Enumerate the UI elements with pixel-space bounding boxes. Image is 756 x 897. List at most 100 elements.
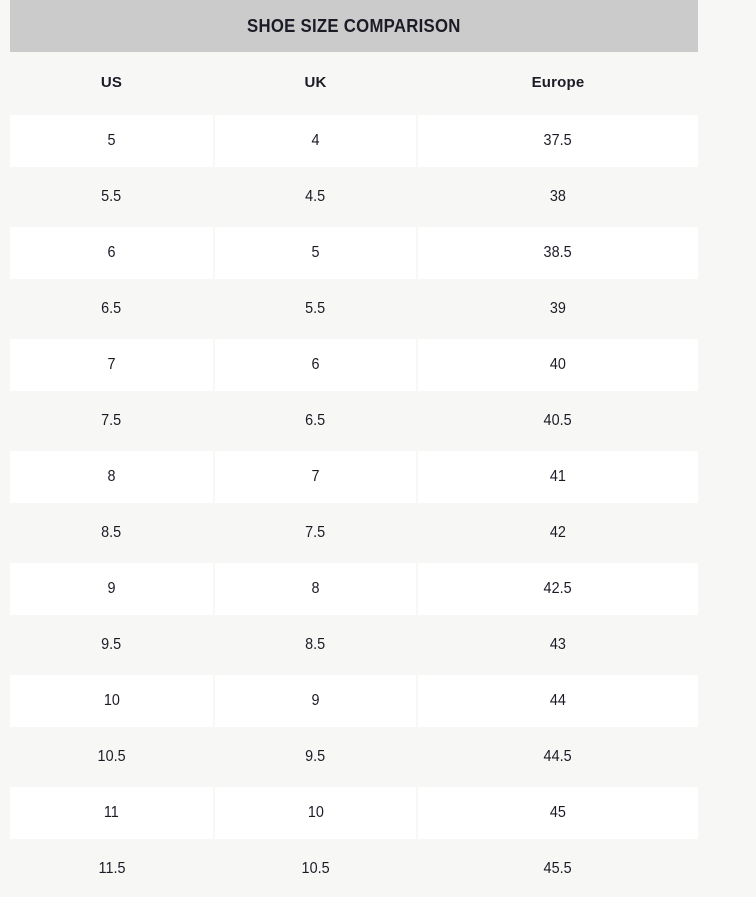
table-cell: 11 bbox=[10, 787, 213, 839]
table-cell: 11.5 bbox=[10, 843, 213, 895]
table-cell: 9 bbox=[215, 675, 416, 727]
table-cell: 6.5 bbox=[10, 283, 213, 335]
cell-value: 5.5 bbox=[101, 188, 122, 205]
table-cell: 6 bbox=[215, 339, 416, 391]
table-cell: 4.5 bbox=[215, 171, 416, 223]
table-cell: 45.5 bbox=[418, 843, 698, 895]
cell-value: 9 bbox=[107, 580, 116, 597]
table-cell: 8 bbox=[215, 563, 416, 615]
cell-value: 38.5 bbox=[543, 244, 573, 261]
cell-value: 45.5 bbox=[543, 860, 573, 877]
cell-value: 9.5 bbox=[305, 748, 326, 765]
table-cell: 5.5 bbox=[10, 171, 213, 223]
table-cell: 42.5 bbox=[418, 563, 698, 615]
table-cell: 40.5 bbox=[418, 395, 698, 447]
table-row: 9.5 8.5 43 bbox=[10, 617, 698, 673]
table-cell: 7 bbox=[215, 451, 416, 503]
table-row: 10.5 9.5 44.5 bbox=[10, 729, 698, 785]
cell-value: 44 bbox=[549, 692, 567, 709]
cell-value: 9 bbox=[311, 692, 320, 709]
cell-value: 8.5 bbox=[101, 524, 122, 541]
table-cell: 40 bbox=[418, 339, 698, 391]
table-header-row: US UK Europe bbox=[10, 52, 698, 113]
page-title: SHOE SIZE COMPARISON bbox=[247, 15, 461, 36]
cell-value: 5.5 bbox=[305, 300, 326, 317]
table-cell: 6 bbox=[10, 227, 213, 279]
cell-value: 6 bbox=[107, 244, 116, 261]
cell-value: 8 bbox=[311, 580, 320, 597]
table-cell: 5 bbox=[10, 115, 213, 167]
table-cell: 42 bbox=[418, 507, 698, 559]
table-row: 9 8 42.5 bbox=[10, 561, 698, 617]
table-row: 11 10 45 bbox=[10, 785, 698, 841]
cell-value: 10 bbox=[307, 804, 324, 821]
table-cell: 6.5 bbox=[215, 395, 416, 447]
table-cell: 9.5 bbox=[10, 619, 213, 671]
cell-value: 42.5 bbox=[543, 580, 573, 597]
table-cell: 8 bbox=[10, 451, 213, 503]
table-cell: 45 bbox=[418, 787, 698, 839]
table-cell: 4 bbox=[215, 115, 416, 167]
cell-value: 42 bbox=[549, 524, 567, 541]
table-cell: 7.5 bbox=[215, 507, 416, 559]
table-cell: 7.5 bbox=[10, 395, 213, 447]
table-row: 8.5 7.5 42 bbox=[10, 505, 698, 561]
table-cell: 10 bbox=[10, 675, 213, 727]
table-row: 11.5 10.5 45.5 bbox=[10, 841, 698, 897]
table-row: 5.5 4.5 38 bbox=[10, 169, 698, 225]
table-cell: 44 bbox=[418, 675, 698, 727]
cell-value: 7.5 bbox=[101, 412, 122, 429]
table-row: 5 4 37.5 bbox=[10, 113, 698, 169]
cell-value: 39 bbox=[549, 300, 567, 317]
table-row: 7 6 40 bbox=[10, 337, 698, 393]
cell-value: 11.5 bbox=[98, 860, 125, 877]
size-comparison-table: SHOE SIZE COMPARISON US UK Europe 5 4 37.5… bbox=[10, 0, 698, 897]
cell-value: 7 bbox=[107, 356, 116, 373]
cell-value: 8.5 bbox=[305, 636, 326, 653]
cell-value: 5 bbox=[107, 132, 116, 149]
cell-value: 5 bbox=[311, 244, 320, 261]
cell-value: 10.5 bbox=[97, 748, 126, 765]
table-cell: 10.5 bbox=[215, 843, 416, 895]
cell-value: 8 bbox=[107, 468, 116, 485]
table-cell: 38 bbox=[418, 171, 698, 223]
cell-value: 6.5 bbox=[305, 412, 326, 429]
cell-value: 43 bbox=[549, 636, 567, 653]
cell-value: 4 bbox=[311, 132, 320, 149]
table-cell: 8.5 bbox=[215, 619, 416, 671]
cell-value: 40.5 bbox=[543, 412, 573, 429]
table-cell: 38.5 bbox=[418, 227, 698, 279]
column-header-us: US bbox=[100, 74, 123, 91]
table-cell: 9 bbox=[10, 563, 213, 615]
table-cell: 8.5 bbox=[10, 507, 213, 559]
cell-value: 7.5 bbox=[305, 524, 326, 541]
cell-value: 9.5 bbox=[101, 636, 122, 653]
table-cell: 44.5 bbox=[418, 731, 698, 783]
cell-value: 7 bbox=[311, 468, 320, 485]
table-cell: 10.5 bbox=[10, 731, 213, 783]
cell-value: 37.5 bbox=[543, 132, 573, 149]
table-title-banner: SHOE SIZE COMPARISON bbox=[10, 0, 698, 52]
cell-value: 4.5 bbox=[305, 188, 326, 205]
cell-value: 41 bbox=[549, 468, 567, 485]
cell-value: 44.5 bbox=[543, 748, 573, 765]
cell-value: 38 bbox=[549, 188, 567, 205]
cell-value: 6 bbox=[311, 356, 320, 373]
cell-value: 45 bbox=[549, 804, 567, 821]
table-cell: 39 bbox=[418, 283, 698, 335]
table-cell: 5.5 bbox=[215, 283, 416, 335]
column-header-europe: Europe bbox=[531, 74, 585, 91]
table-cell: 5 bbox=[215, 227, 416, 279]
cell-value: 40 bbox=[549, 356, 567, 373]
table-row: 8 7 41 bbox=[10, 449, 698, 505]
table-cell: 41 bbox=[418, 451, 698, 503]
cell-value: 11 bbox=[104, 804, 119, 821]
table-row: 7.5 6.5 40.5 bbox=[10, 393, 698, 449]
table-body: 5 4 37.5 5.5 4.5 38 6 5 38.5 6.5 5.5 39 7 6 40 7.5 6.5 40… bbox=[10, 113, 698, 897]
table-row: 6.5 5.5 39 bbox=[10, 281, 698, 337]
cell-value: 10 bbox=[103, 692, 120, 709]
column-header-uk: UK bbox=[304, 74, 327, 91]
table-cell: 9.5 bbox=[215, 731, 416, 783]
table-row: 6 5 38.5 bbox=[10, 225, 698, 281]
